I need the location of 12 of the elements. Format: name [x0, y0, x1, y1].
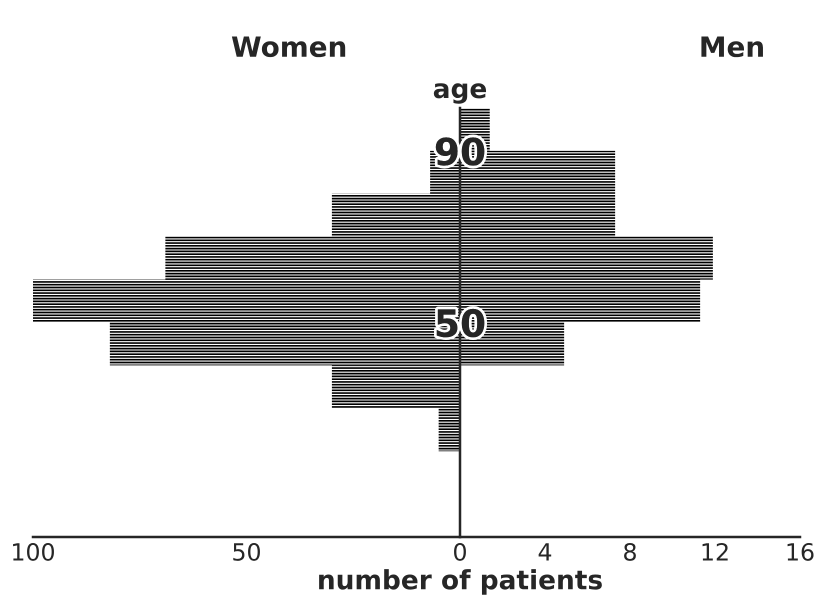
- x-tick-label: 4: [538, 543, 552, 560]
- x-axis-title: number of patients: [319, 569, 602, 595]
- chart-title: Men: [701, 36, 763, 58]
- x-tick-label: 100: [13, 542, 54, 561]
- x-tick-label: 12: [702, 542, 728, 560]
- y-axis-title: age: [434, 83, 486, 104]
- x-tick-label: 50: [233, 542, 260, 561]
- chart-title: Women: [232, 36, 346, 58]
- x-tick-label: 16: [788, 542, 814, 561]
- x-tick-label: 0: [454, 542, 466, 561]
- x-tick-label: 8: [624, 542, 636, 561]
- y-tick-label: 90: [436, 137, 484, 166]
